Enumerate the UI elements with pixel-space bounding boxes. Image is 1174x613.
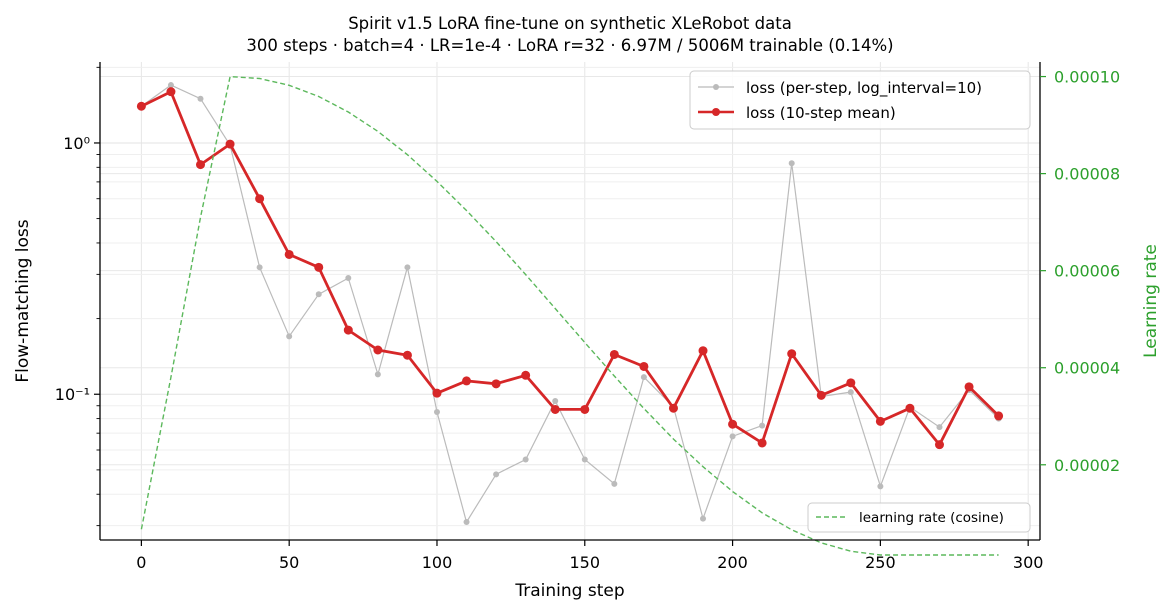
mean-point bbox=[846, 378, 856, 388]
per-step-point bbox=[581, 456, 588, 463]
chart-title: Spirit v1.5 LoRA fine-tune on synthetic … bbox=[348, 14, 792, 33]
legend-label-mean: loss (10-step mean) bbox=[746, 104, 896, 122]
per-step-point bbox=[433, 408, 440, 415]
mean-point bbox=[343, 325, 353, 335]
legend-upper-frame bbox=[689, 70, 1031, 130]
x-tick-label: 100 bbox=[422, 553, 453, 572]
x-tick-label: 50 bbox=[279, 553, 299, 572]
chart-subtitle: 300 steps · batch=4 · LR=1e-4 · LoRA r=3… bbox=[246, 36, 893, 55]
mean-point bbox=[787, 349, 797, 359]
per-step-point bbox=[374, 371, 381, 378]
mean-point bbox=[166, 87, 176, 97]
mean-point bbox=[905, 403, 915, 413]
x-tick-label: 250 bbox=[865, 553, 896, 572]
per-step-point bbox=[729, 433, 736, 440]
grid bbox=[100, 62, 1040, 540]
mean-point bbox=[314, 262, 324, 272]
per-step-point bbox=[315, 291, 322, 298]
mean-point bbox=[284, 249, 294, 259]
per-step-point bbox=[847, 389, 854, 396]
mean-point bbox=[875, 416, 885, 426]
x-tick-label: 200 bbox=[717, 553, 748, 572]
legend-marker-per-step bbox=[713, 84, 719, 90]
mean-point bbox=[728, 419, 738, 429]
mean-point bbox=[816, 390, 826, 400]
mean-point bbox=[668, 403, 678, 413]
x-tick-label: 0 bbox=[136, 553, 146, 572]
per-step-point bbox=[759, 422, 766, 429]
mean-point bbox=[934, 440, 944, 450]
y2-axis-label: Learning rate bbox=[1141, 244, 1161, 358]
per-step-point bbox=[611, 480, 618, 487]
legend-label-lr: learning rate (cosine) bbox=[859, 510, 1004, 526]
mean-point bbox=[432, 388, 442, 398]
per-step-point bbox=[640, 374, 647, 381]
mean-point bbox=[639, 361, 649, 371]
x-tick-label: 300 bbox=[1013, 553, 1044, 572]
y2-tick-label: 0.00008 bbox=[1054, 165, 1120, 184]
per-step-point bbox=[700, 515, 707, 522]
y-tick-label: 10⁰ bbox=[63, 134, 90, 153]
per-step-point bbox=[552, 397, 559, 404]
per-step-point bbox=[936, 424, 943, 431]
per-step-point bbox=[522, 456, 529, 463]
mean-point bbox=[462, 376, 472, 386]
y2-tick-label: 0.00010 bbox=[1054, 68, 1120, 87]
legend-lower-frame bbox=[807, 502, 1031, 533]
y-axis-label: Flow-matching loss bbox=[13, 219, 33, 382]
mean-point bbox=[225, 139, 235, 149]
legend-upper: loss (per-step, log_interval=10) loss (1… bbox=[689, 70, 1031, 130]
mean-point bbox=[373, 345, 383, 355]
mean-point bbox=[550, 404, 560, 414]
mean-point bbox=[698, 346, 708, 356]
y-tick-label: 10⁻¹ bbox=[55, 385, 90, 404]
per-step-point bbox=[404, 264, 411, 271]
mean-point bbox=[196, 160, 206, 170]
mean-point bbox=[994, 411, 1004, 421]
axes: 0 50 100 150 200 250 300 10⁻¹ 10⁰ 0.00002 0.00004 0… bbox=[55, 62, 1120, 572]
legend-marker-mean bbox=[712, 108, 720, 116]
per-step-point bbox=[256, 264, 263, 271]
per-step-point bbox=[493, 471, 500, 478]
legend-lower: learning rate (cosine) bbox=[807, 502, 1031, 533]
mean-point bbox=[491, 379, 501, 389]
series-mean-line bbox=[140, 90, 1000, 447]
per-step-point bbox=[167, 82, 174, 89]
mean-point bbox=[521, 370, 531, 380]
x-tick-label: 150 bbox=[570, 553, 601, 572]
per-step-point bbox=[463, 519, 470, 526]
mean-point bbox=[402, 350, 412, 360]
series-layer bbox=[136, 75, 1004, 556]
per-step-point bbox=[197, 95, 204, 102]
x-axis-label: Training step bbox=[514, 581, 624, 601]
per-step-point bbox=[286, 333, 293, 340]
series-learning-rate-line bbox=[140, 75, 999, 556]
y2-tick-label: 0.00002 bbox=[1054, 456, 1120, 475]
per-step-point bbox=[877, 483, 884, 490]
mean-point bbox=[757, 438, 767, 448]
series-per-step-line bbox=[141, 84, 1000, 524]
y2-tick-label: 0.00006 bbox=[1054, 262, 1120, 281]
legend-label-per-step: loss (per-step, log_interval=10) bbox=[746, 79, 982, 98]
mean-point bbox=[136, 101, 146, 111]
per-step-point bbox=[345, 275, 352, 282]
mean-point bbox=[609, 349, 619, 359]
per-step-point bbox=[788, 160, 795, 167]
mean-point bbox=[255, 194, 265, 204]
mean-point bbox=[964, 382, 974, 392]
y2-tick-label: 0.00004 bbox=[1054, 359, 1120, 378]
mean-point bbox=[580, 404, 590, 414]
